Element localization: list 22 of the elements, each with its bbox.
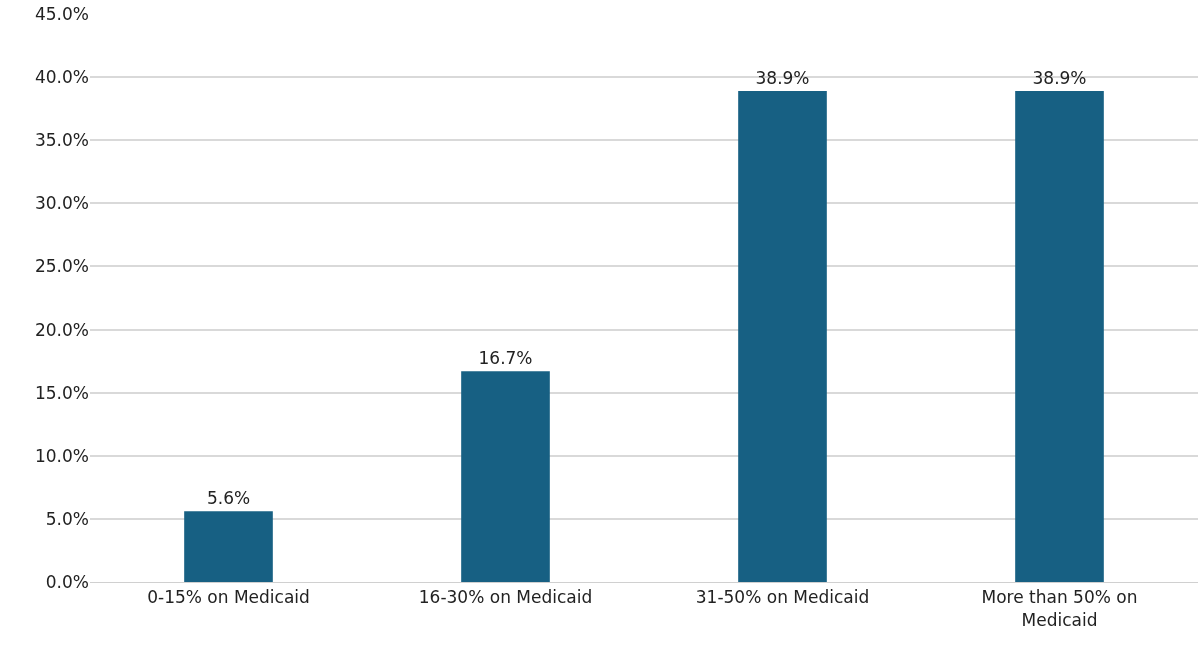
y-tick-label: 25.0%: [34, 256, 89, 277]
x-tick-label: 16-30% on Medicaid: [418, 587, 593, 608]
bar: [461, 371, 550, 582]
x-tick-label: 0-15% on Medicaid: [147, 587, 310, 608]
y-tick-label: 40.0%: [34, 67, 89, 88]
y-tick-label: 45.0%: [34, 3, 89, 24]
y-tick-label: 5.0%: [45, 508, 89, 529]
y-tick-label: 30.0%: [34, 193, 89, 214]
x-tick-label: 31-50% on Medicaid: [695, 587, 870, 608]
bar: [184, 511, 273, 582]
bar: [738, 91, 827, 582]
y-tick-label: 15.0%: [34, 382, 89, 403]
x-tick-label: More than 50% on Medicaid: [981, 587, 1138, 630]
y-tick-label: 10.0%: [34, 445, 89, 466]
y-tick-label: 20.0%: [34, 319, 89, 340]
data-label: 16.7%: [478, 348, 533, 369]
y-tick-label: 0.0%: [45, 571, 89, 592]
y-tick-label: 35.0%: [34, 130, 89, 151]
data-label: 38.9%: [1032, 68, 1087, 88]
bar: [1015, 91, 1104, 582]
data-label: 38.9%: [755, 68, 810, 88]
data-label: 5.6%: [206, 488, 251, 509]
